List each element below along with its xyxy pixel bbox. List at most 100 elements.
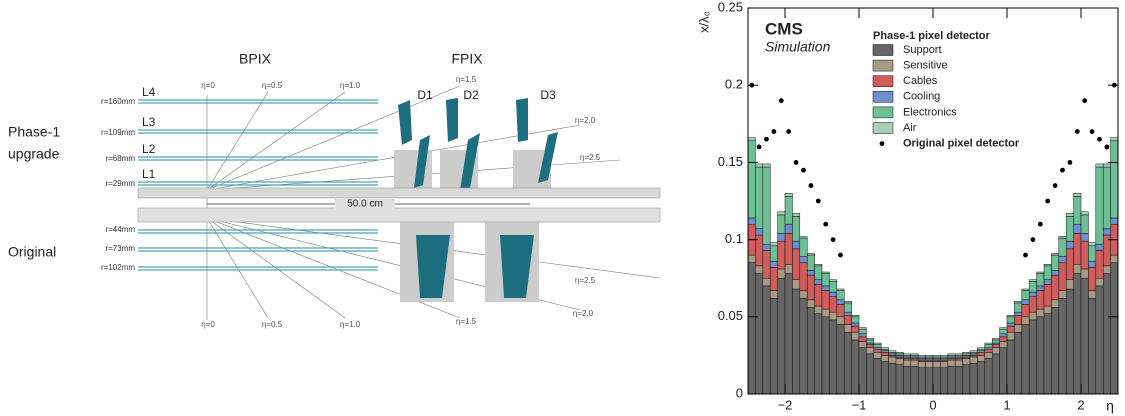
- data-point: [823, 221, 829, 227]
- legend-swatch: [872, 91, 894, 103]
- histogram-bar: [1006, 322, 1015, 327]
- histogram-bar: [873, 348, 882, 353]
- histogram-bar: [984, 348, 993, 353]
- histogram-bar: [814, 264, 823, 267]
- histogram-bar: [1102, 166, 1111, 230]
- legend-label: Electronics: [903, 106, 957, 118]
- histogram-bar: [977, 361, 986, 395]
- histogram-bar: [784, 193, 793, 197]
- histogram-bar: [866, 344, 875, 348]
- histogram-bar: [747, 217, 756, 225]
- histogram-bar: [880, 347, 889, 350]
- histogram-bar: [1073, 223, 1082, 234]
- histogram-bar: [880, 355, 889, 362]
- histogram-bar: [1058, 298, 1067, 395]
- histogram-bar: [1073, 273, 1082, 395]
- histogram-bar: [799, 262, 808, 291]
- data-point: [1067, 160, 1073, 165]
- histogram-bar: [1102, 273, 1111, 395]
- histogram-bar: [799, 236, 808, 239]
- x-tick-label: −2: [778, 397, 793, 412]
- histogram-bar: [1058, 256, 1067, 264]
- histogram-bar: [977, 352, 986, 356]
- data-point: [1060, 167, 1065, 173]
- histogram-bar: [999, 333, 1008, 338]
- histogram-bar: [851, 331, 860, 341]
- histogram-bar: [777, 277, 786, 395]
- data-point: [815, 198, 821, 204]
- histogram-bar: [762, 243, 771, 251]
- histogram-bar: [1110, 254, 1119, 264]
- histogram-bar: [843, 301, 852, 304]
- histogram-bar: [1051, 274, 1060, 301]
- histogram-bar: [991, 347, 1000, 355]
- histogram-bar: [792, 288, 801, 395]
- histogram-bar: [932, 361, 941, 369]
- histogram-bar: [1080, 277, 1089, 395]
- x-tick-label: 0: [929, 397, 936, 412]
- histogram-bar: [843, 311, 852, 316]
- data-point: [756, 144, 762, 150]
- x-tick-label: 2: [1077, 397, 1084, 412]
- eta-label: η=0: [201, 320, 215, 329]
- histogram-bar: [866, 339, 875, 344]
- histogram-bar: [1036, 308, 1045, 318]
- chart: CMS Simulation Phase-1 pixel detector x/…: [696, 0, 1119, 414]
- histogram-bar: [1065, 216, 1074, 242]
- histogram-bar: [747, 137, 756, 142]
- histogram-bar: [1080, 268, 1089, 279]
- histogram-bar: [858, 327, 867, 330]
- beam-pipe: [137, 187, 661, 199]
- data-point: [778, 98, 784, 104]
- histogram-bar: [1095, 166, 1104, 245]
- histogram-bar: [1028, 296, 1037, 313]
- histogram-bar: [984, 358, 993, 395]
- data-point: [1074, 129, 1080, 134]
- histogram-bar: [1021, 324, 1030, 395]
- histogram-bar: [1036, 273, 1045, 287]
- histogram-bar: [836, 299, 845, 305]
- histogram-bar: [888, 350, 897, 353]
- histogram-bar: [1014, 315, 1023, 325]
- histogram-bar: [969, 356, 978, 364]
- label-bg: [335, 198, 395, 210]
- data-point: [771, 129, 777, 134]
- data-point: [1045, 198, 1051, 204]
- histogram-bar: [1006, 331, 1015, 341]
- histogram-bar: [777, 214, 786, 234]
- legend-label: Sensitive: [903, 60, 948, 72]
- histogram-bar: [1080, 240, 1089, 270]
- histogram-bar: [917, 367, 926, 395]
- legend-swatch: [872, 59, 894, 72]
- histogram-bar: [1088, 242, 1097, 247]
- legend-label: Cables: [903, 75, 938, 87]
- histogram-bar: [777, 211, 786, 216]
- chart-subtitle: Simulation: [765, 39, 831, 55]
- histogram-bar: [755, 273, 764, 395]
- histogram-bar: [1088, 298, 1097, 395]
- histogram-bar: [1102, 163, 1111, 168]
- data-point: [801, 167, 806, 173]
- histogram-bar: [947, 365, 956, 395]
- histogram-bar: [999, 336, 1008, 342]
- radius-label: r=109mm: [101, 128, 135, 137]
- legend-swatch: [872, 44, 894, 56]
- layer-label: L3: [142, 115, 156, 129]
- histogram-bar: [1021, 304, 1030, 318]
- histogram-bar: [821, 273, 830, 287]
- histogram-bar: [1065, 213, 1074, 217]
- histogram-bar: [784, 264, 793, 274]
- histogram-bar: [895, 358, 904, 365]
- y-tick-label: 0.2: [725, 77, 743, 92]
- histogram-bar: [806, 299, 815, 308]
- histogram-bar: [1080, 211, 1089, 216]
- y-tick-label: 0: [736, 385, 743, 400]
- eta-label: η=0: [201, 81, 215, 90]
- histogram-bar: [999, 327, 1008, 330]
- histogram-bar: [1043, 305, 1052, 314]
- data-point: [1030, 237, 1036, 243]
- histogram-bar: [984, 344, 993, 348]
- disk-label: D3: [540, 88, 556, 102]
- histogram-bar: [1036, 316, 1045, 395]
